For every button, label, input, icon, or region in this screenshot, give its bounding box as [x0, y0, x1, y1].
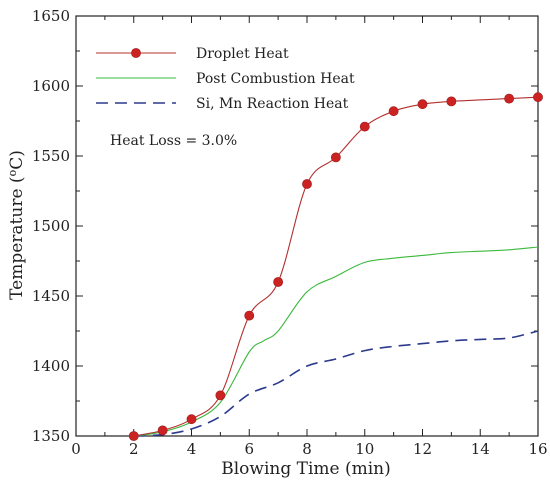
data-point — [330, 152, 341, 163]
y-tick-label: 1350 — [32, 427, 70, 445]
series-layer — [128, 92, 543, 441]
data-point — [215, 390, 226, 401]
y-tick-label: 1650 — [32, 7, 70, 25]
legend: Droplet Heat Post Combustion Heat Si, Mn R… — [96, 46, 355, 112]
data-point — [533, 92, 543, 103]
legend-marker — [131, 48, 141, 58]
y-axis-title-unit: C) — [7, 150, 27, 170]
annotation-heat-loss: Heat Loss = 3.0% — [110, 133, 237, 149]
axis-ticks: 0 2 4 6 8 10 12 14 16 1350 1400 1450 1500 1550 1600 165… — [32, 7, 548, 458]
x-tick-label: 10 — [355, 440, 374, 458]
data-point — [359, 121, 370, 132]
legend-label-2: Post Combustion Heat — [196, 71, 355, 87]
data-point — [388, 106, 399, 117]
y-tick-label: 1550 — [32, 147, 70, 165]
y-axis-title-degree: o — [6, 169, 19, 176]
y-axis-title-main: Temperature ( — [7, 176, 27, 299]
x-tick-label: 12 — [413, 440, 432, 458]
legend-label-1: Droplet Heat — [196, 46, 289, 62]
x-tick-label: 8 — [302, 440, 312, 458]
data-point — [446, 96, 457, 107]
x-tick-label: 0 — [71, 440, 81, 458]
data-point — [504, 93, 515, 104]
series-line-1 — [133, 96, 539, 437]
data-point — [186, 414, 197, 425]
y-tick-label: 1400 — [32, 357, 70, 375]
y-axis-title: Temperature (oC) — [6, 150, 27, 300]
data-point — [157, 425, 168, 436]
x-tick-label: 16 — [528, 440, 547, 458]
x-tick-label: 2 — [129, 440, 139, 458]
data-point — [244, 310, 255, 321]
data-point — [417, 99, 428, 110]
data-point — [302, 179, 312, 189]
series-line-2 — [133, 246, 539, 437]
y-tick-label: 1450 — [32, 287, 70, 305]
x-tick-label: 6 — [244, 440, 254, 458]
data-point — [273, 277, 284, 287]
series-line-3 — [133, 330, 539, 437]
x-axis-title: Blowing Time (min) — [221, 459, 391, 479]
x-tick-label: 4 — [187, 440, 197, 458]
y-tick-label: 1600 — [32, 77, 70, 95]
y-tick-label: 1500 — [32, 217, 70, 235]
data-point — [128, 431, 139, 441]
x-tick-label: 14 — [471, 440, 490, 458]
legend-label-3: Si, Mn Reaction Heat — [196, 96, 349, 112]
